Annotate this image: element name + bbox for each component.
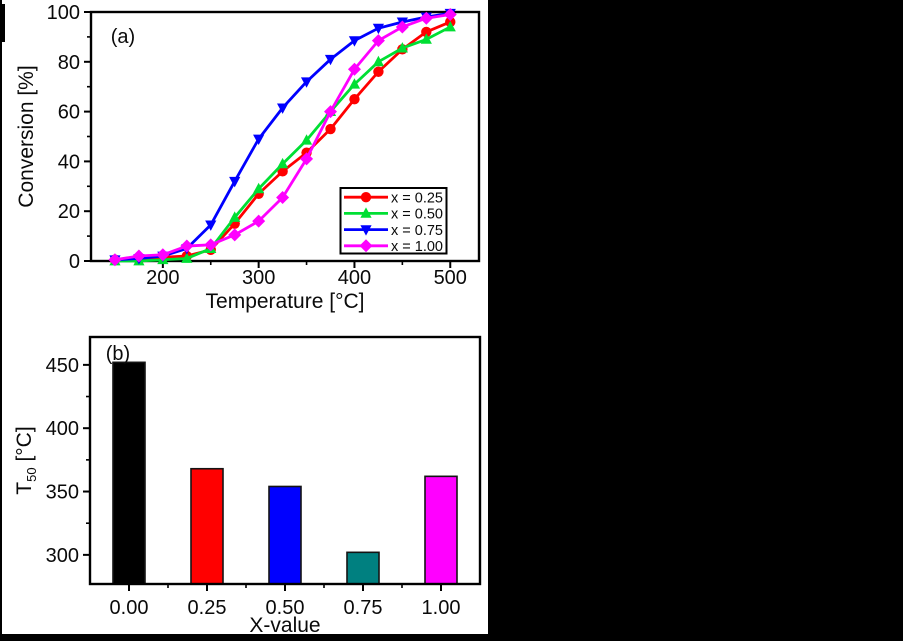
bars-group (112, 361, 458, 585)
data-point-marker (419, 11, 433, 25)
legend-marker (360, 192, 372, 203)
data-point-marker (443, 7, 457, 21)
x-tick-label: 1.00 (422, 597, 461, 619)
figure-area: 200 300 400 500 0 20 40 60 80 100 Temperature [°C]… (2, 0, 488, 637)
data-point-marker (132, 249, 146, 263)
data-point-marker (229, 176, 241, 188)
data-point-marker (347, 62, 361, 76)
data-point-marker (300, 134, 313, 145)
axes: 200 300 400 500 0 20 40 60 80 100 (47, 2, 481, 289)
x-tick-label: 400 (338, 267, 371, 289)
y-axis-title: T50 [°C] (13, 426, 39, 494)
data-point-marker (276, 191, 290, 205)
conversion-chart: 200 300 400 500 0 20 40 60 80 100 Temperature [°C]… (15, 2, 481, 313)
data-point-marker (300, 152, 314, 166)
x-tick-label: 500 (434, 267, 467, 289)
data-point-marker (372, 23, 385, 35)
y-tick-label: 350 (46, 482, 79, 504)
data-point-marker (277, 166, 288, 177)
data-point-marker (325, 123, 336, 135)
data-point-marker (421, 26, 432, 38)
data-point-marker (396, 42, 408, 53)
data-point-marker (373, 66, 384, 77)
x-tick-label: 0.75 (344, 597, 383, 619)
left-edge-mark (0, 4, 5, 42)
bar-0.50 (268, 485, 302, 585)
data-point-marker (420, 33, 432, 44)
legend-label: x = 0.75 (391, 223, 443, 239)
y-tick-label: 100 (47, 2, 80, 24)
data-point-marker (349, 93, 360, 105)
data-point-marker (205, 220, 217, 231)
y-tick-label: 60 (58, 102, 80, 124)
bar-0.00 (112, 361, 146, 585)
data-point-marker (300, 77, 313, 88)
data-point-marker (156, 248, 170, 262)
legend-label: x = 0.50 (391, 207, 443, 223)
data-point-marker (228, 228, 242, 242)
series-x=1.00 (108, 7, 457, 267)
panel-label-b: (b) (106, 343, 130, 365)
y-tick-label: 20 (58, 201, 80, 223)
legend-marker (360, 225, 372, 236)
data-point-marker (324, 105, 338, 119)
bar-0.25 (190, 467, 224, 585)
bar-0.75 (346, 551, 380, 585)
data-point-marker (277, 103, 289, 114)
data-point-marker (444, 20, 456, 32)
data-point-marker (229, 211, 241, 222)
legend: x = 0.25x = 0.50x = 0.75x = 1.00 (339, 187, 448, 255)
y-tick-label: 400 (46, 418, 79, 440)
panel-label-a: (a) (111, 26, 135, 48)
data-point-marker (204, 238, 218, 252)
data-point-marker (181, 252, 193, 263)
series-group (108, 7, 457, 267)
data-point-marker (277, 157, 289, 169)
legend-box (339, 187, 448, 255)
y-tick-label: 300 (46, 545, 79, 567)
data-point-marker (253, 182, 265, 194)
data-point-marker (372, 55, 385, 67)
x-axis-title: Temperature [°C] (206, 290, 365, 313)
data-point-marker (348, 78, 361, 89)
y-tick-label: 450 (46, 355, 79, 377)
data-point-marker (253, 134, 265, 145)
legend-label: x = 0.25 (391, 190, 443, 206)
legend-marker (359, 239, 373, 253)
data-point-marker (348, 36, 361, 47)
data-point-marker (252, 214, 266, 228)
legend-label: x = 1.00 (391, 239, 443, 255)
axes: 0.00 0.25 0.50 0.75 1.00 300 350 400 450 (46, 335, 482, 619)
x-tick-label: 0.25 (188, 597, 227, 619)
x-tick-label: 0.00 (110, 597, 149, 619)
data-point-marker (395, 20, 409, 34)
data-point-marker (324, 54, 337, 66)
x-tick-label: 0.50 (266, 597, 305, 619)
data-point-marker (180, 239, 194, 253)
t50-bar-chart: 0.00 0.25 0.50 0.75 1.00 300 350 400 450 X-value T… (13, 335, 482, 637)
data-point-marker (108, 253, 122, 267)
x-tick-label: 300 (242, 267, 275, 289)
y-tick-label: 0 (69, 251, 80, 273)
y-axis-title: Conversion [%] (15, 65, 38, 207)
legend-marker (360, 207, 372, 218)
y-tick-label: 80 (58, 52, 80, 74)
y-tick-label: 40 (58, 151, 80, 173)
x-tick-label: 200 (146, 267, 179, 289)
data-point-marker (371, 34, 385, 48)
x-axis-title: X-value (249, 614, 320, 637)
bar-1.00 (424, 475, 458, 585)
